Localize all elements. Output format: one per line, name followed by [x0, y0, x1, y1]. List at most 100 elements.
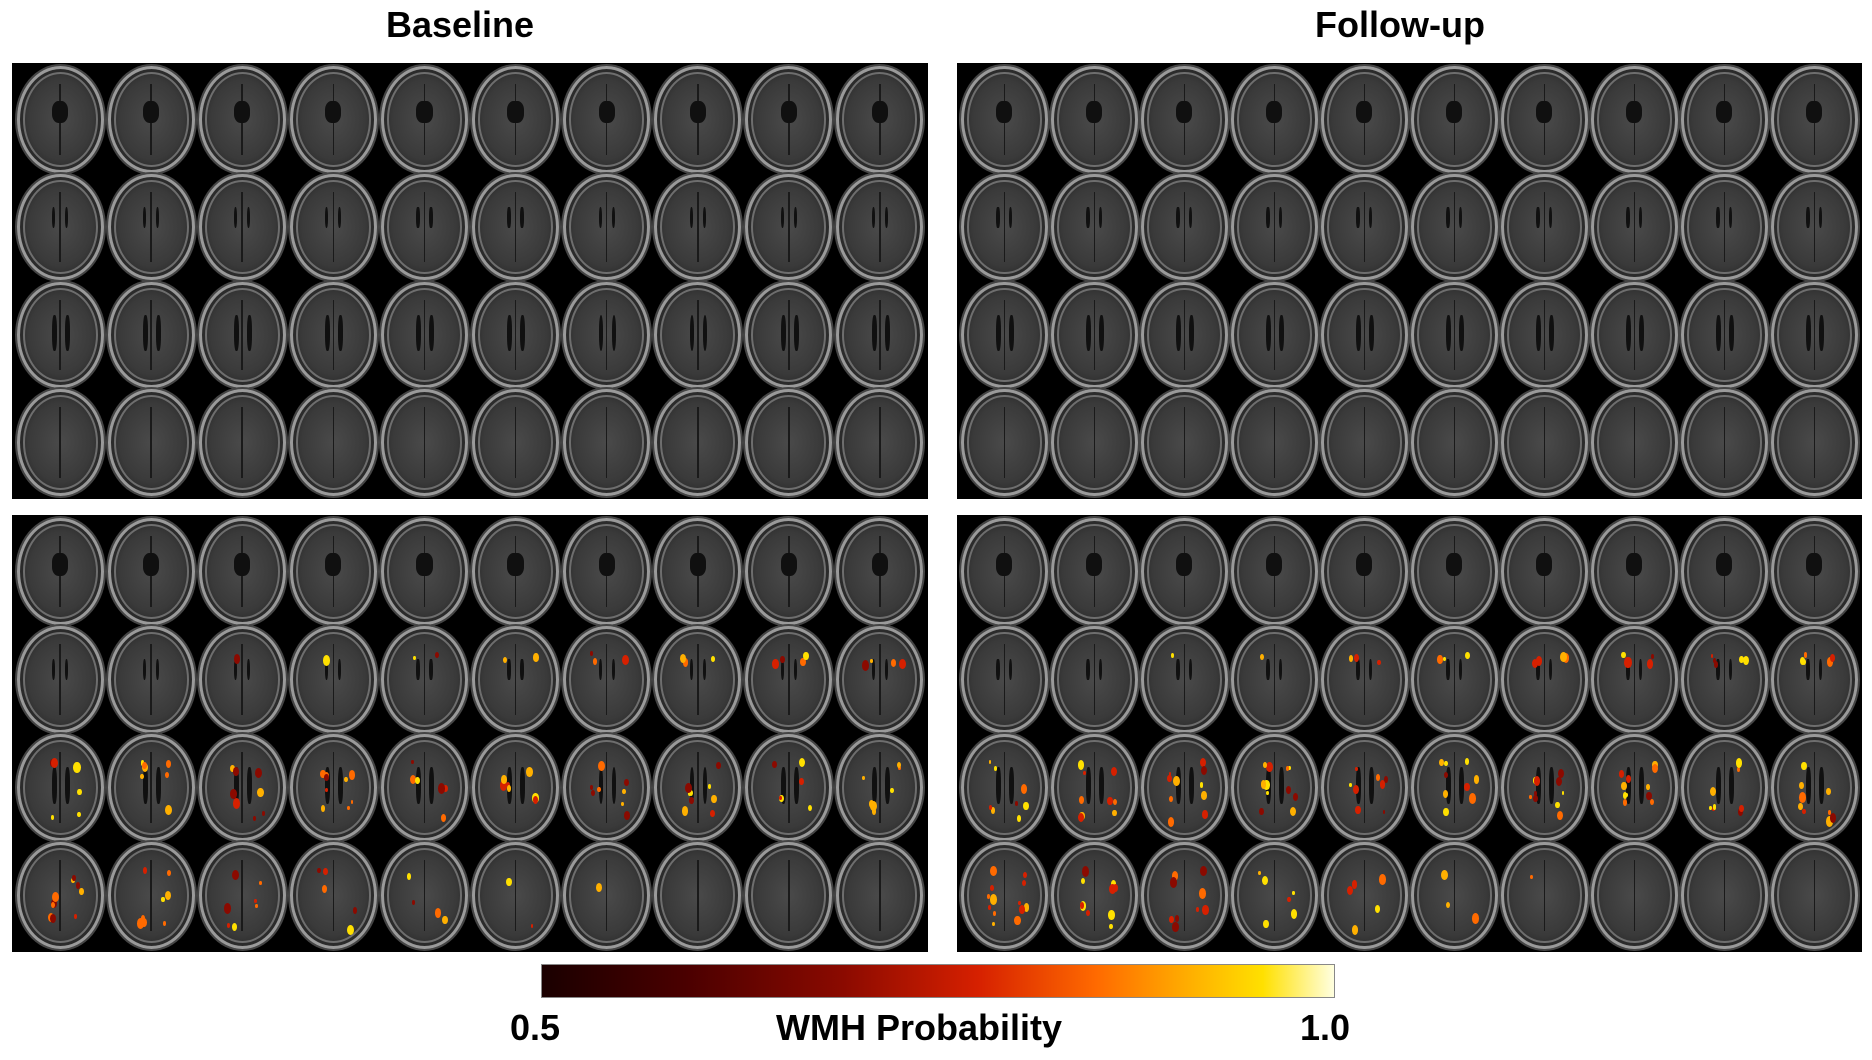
- mri-slice: [1591, 518, 1678, 625]
- wmh-lesion: [75, 882, 81, 890]
- wmh-lesion: [526, 766, 533, 777]
- wmh-lesion: [799, 778, 805, 786]
- mri-slice: [1141, 626, 1228, 733]
- brainstem-shape: [507, 101, 524, 124]
- ventricle-shape: [793, 659, 797, 681]
- brain-slice-image: [1051, 518, 1138, 625]
- ventricle-shape: [429, 767, 435, 805]
- mri-slice: [1141, 66, 1228, 173]
- ventricle-shape: [1099, 767, 1105, 805]
- mri-slice: [107, 518, 195, 625]
- mri-slice: [107, 173, 195, 281]
- wmh-lesion: [233, 798, 241, 809]
- ventricle-shape: [1536, 314, 1542, 352]
- wmh-lesion: [73, 913, 78, 920]
- mri-slice: [1411, 389, 1498, 496]
- ventricle-shape: [247, 314, 252, 352]
- mri-slice: [1681, 66, 1768, 173]
- wmh-lesion: [1112, 883, 1119, 893]
- mri-slice: [16, 842, 104, 949]
- brain-slice-image: [107, 173, 195, 281]
- wmh-lesion: [1200, 765, 1207, 776]
- wmh-lesion: [1014, 915, 1021, 926]
- wmh-lesion: [624, 779, 630, 787]
- brain-slice-image: [1771, 518, 1858, 625]
- wmh-lesion: [1198, 888, 1206, 899]
- wmh-lesion: [73, 761, 81, 773]
- mri-slice: [1501, 389, 1588, 496]
- mri-slice: [836, 734, 924, 841]
- ventricle-shape: [1369, 314, 1375, 352]
- ventricle-shape: [611, 767, 617, 805]
- mri-slice: [1141, 842, 1228, 949]
- wmh-lesion: [1532, 794, 1538, 802]
- brain-slice-image: [654, 173, 742, 281]
- wmh-lesion: [681, 805, 689, 816]
- mri-slice: [107, 66, 195, 173]
- wmh-lesion: [1827, 810, 1831, 815]
- ventricle-shape: [1729, 659, 1733, 681]
- mri-slice: [380, 389, 468, 496]
- wmh-lesion: [1621, 781, 1627, 791]
- wmh-lesion: [989, 894, 997, 905]
- mri-slice: [1411, 842, 1498, 949]
- mri-slice: [1681, 626, 1768, 733]
- wmh-lesion: [1464, 782, 1470, 792]
- ventricle-shape: [996, 767, 1002, 805]
- brain-slice-image: [1591, 842, 1678, 949]
- wmh-lesion: [1347, 886, 1354, 896]
- wmh-lesion: [346, 805, 350, 811]
- brain-slice-image: [107, 66, 195, 173]
- ventricle-shape: [996, 659, 1000, 681]
- wmh-lesion: [321, 884, 328, 893]
- brain-slice-image: [107, 389, 195, 496]
- mri-slice: [1681, 389, 1768, 496]
- followup-flair-panel: [957, 63, 1862, 499]
- brainstem-shape: [689, 101, 706, 124]
- ventricle-shape: [598, 659, 602, 681]
- brain-slice-image: [1321, 626, 1408, 733]
- brain-slice-image: [745, 842, 833, 949]
- mri-slice: [289, 173, 377, 281]
- brain-slice-image: [1681, 734, 1768, 841]
- wmh-lesion: [1263, 920, 1269, 929]
- mri-slice: [1231, 389, 1318, 496]
- brain-slice-image: [1681, 518, 1768, 625]
- brain-slice-image: [1321, 66, 1408, 173]
- brain-slice-image: [107, 518, 195, 625]
- wmh-lesion: [1355, 766, 1359, 772]
- brain-slice-image: [1051, 281, 1138, 389]
- ventricle-shape: [1716, 767, 1722, 805]
- wmh-lesion: [988, 804, 993, 811]
- ventricle-shape: [884, 767, 890, 805]
- mri-slice: [745, 734, 833, 841]
- ventricle-shape: [598, 207, 602, 228]
- mri-slice: [1681, 173, 1768, 281]
- wmh-lesion: [1650, 654, 1655, 660]
- brainstem-shape: [143, 101, 160, 124]
- brainstem-shape: [1266, 101, 1283, 124]
- ventricle-shape: [1626, 314, 1632, 352]
- ventricle-shape: [64, 314, 70, 352]
- brain-slice-image: [1501, 281, 1588, 389]
- wmh-lesion: [348, 770, 355, 780]
- ventricle-shape: [64, 207, 69, 228]
- brainstem-shape: [1356, 101, 1373, 124]
- brain-slice-image: [745, 281, 833, 389]
- ventricle-shape: [871, 659, 876, 681]
- wmh-lesion: [233, 654, 240, 664]
- ventricle-shape: [689, 659, 693, 681]
- wmh-lesion: [1111, 767, 1118, 777]
- wmh-lesion: [1292, 793, 1298, 801]
- wmh-lesion: [1078, 796, 1084, 804]
- ventricle-shape: [1356, 659, 1360, 681]
- mri-slice: [471, 173, 560, 281]
- ventricle-shape: [1626, 767, 1632, 805]
- ventricle-shape: [689, 314, 695, 352]
- wmh-lesion: [1266, 790, 1269, 795]
- brain-slice-image: [1411, 173, 1498, 281]
- brain-slice-image: [289, 66, 377, 173]
- mri-slice: [745, 518, 833, 625]
- wmh-lesion: [1437, 655, 1443, 664]
- ventricle-shape: [793, 207, 797, 228]
